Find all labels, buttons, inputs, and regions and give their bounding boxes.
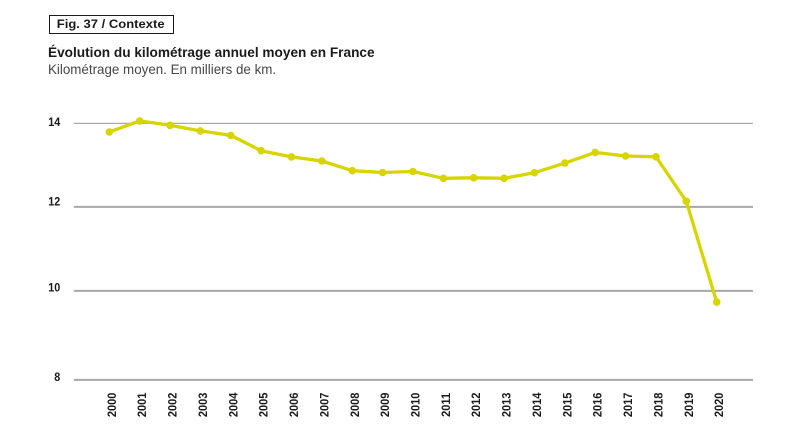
svg-text:2011: 2011 xyxy=(441,392,453,416)
svg-text:2010: 2010 xyxy=(410,393,422,418)
svg-text:10: 10 xyxy=(48,282,60,295)
svg-text:2003: 2003 xyxy=(198,393,210,418)
svg-text:14: 14 xyxy=(48,116,61,129)
svg-text:2015: 2015 xyxy=(562,392,574,417)
svg-text:12: 12 xyxy=(48,196,60,209)
svg-text:2019: 2019 xyxy=(683,393,695,418)
svg-text:2009: 2009 xyxy=(380,393,392,418)
svg-text:2012: 2012 xyxy=(471,393,483,418)
svg-text:2006: 2006 xyxy=(289,393,301,418)
svg-text:2001: 2001 xyxy=(137,392,149,417)
svg-text:8: 8 xyxy=(54,372,60,385)
svg-text:2008: 2008 xyxy=(349,392,361,417)
svg-text:2005: 2005 xyxy=(258,392,270,417)
svg-text:2016: 2016 xyxy=(592,393,604,418)
svg-text:2013: 2013 xyxy=(501,393,513,418)
svg-text:2018: 2018 xyxy=(653,392,665,417)
svg-text:2002: 2002 xyxy=(167,393,179,418)
svg-text:2007: 2007 xyxy=(319,393,331,418)
svg-text:2020: 2020 xyxy=(714,393,726,418)
svg-text:2014: 2014 xyxy=(532,392,544,417)
svg-text:2017: 2017 xyxy=(623,393,635,418)
svg-text:2000: 2000 xyxy=(106,393,118,418)
svg-text:2004: 2004 xyxy=(228,392,240,417)
